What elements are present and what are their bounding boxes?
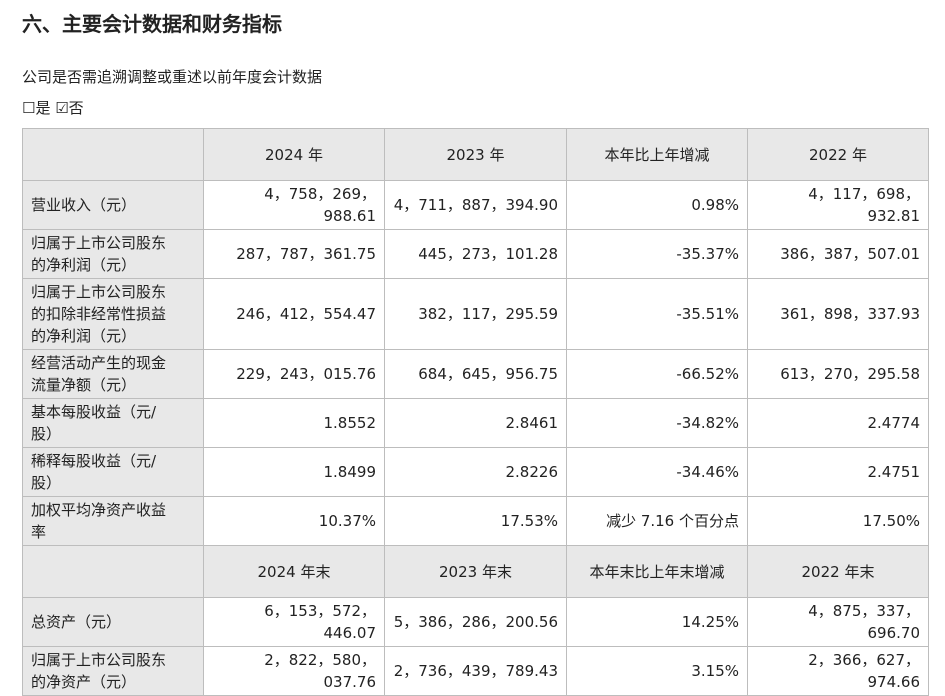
cell-value: 6，153，572，446.07 <box>203 597 385 647</box>
cell-value: 445，273，101.28 <box>384 229 567 279</box>
cell-value: 1.8499 <box>203 447 385 497</box>
cell-value: 3.15% <box>566 646 748 696</box>
row-label: 加权平均净资产收益率 <box>22 496 204 546</box>
cell-value: 17.50% <box>747 496 929 546</box>
cell-value: 361，898，337.93 <box>747 278 929 350</box>
row-label: 稀释每股收益（元/股） <box>22 447 204 497</box>
cell-value: 14.25% <box>566 597 748 647</box>
cell-value: 382，117，295.59 <box>384 278 567 350</box>
column-header: 2023 年末 <box>384 545 567 598</box>
cell-value: 246，412，554.47 <box>203 278 385 350</box>
row-label: 归属于上市公司股东的净利润（元） <box>22 229 204 279</box>
data-row: 归属于上市公司股东的净利润（元） 287，787，361.75 445，273，10… <box>22 229 929 279</box>
corner-cell <box>22 128 204 181</box>
cell-value: 1.8552 <box>203 398 385 448</box>
data-row: 归属于上市公司股东的净资产（元） 2，822，580，037.76 2，736，43… <box>22 646 929 696</box>
cell-value: -34.82% <box>566 398 748 448</box>
option-yes: ☐是 <box>22 99 51 117</box>
data-row: 稀释每股收益（元/股） 1.8499 2.8226 -34.46% 2.4751 <box>22 447 929 497</box>
column-header: 2022 年末 <box>747 545 929 598</box>
table-body: 2024 年 2023 年本年比上年增减 2022 年营业收入（元） 4，758，26… <box>22 128 929 696</box>
row-label: 经营活动产生的现金流量净额（元） <box>22 349 204 399</box>
row-label: 基本每股收益（元/股） <box>22 398 204 448</box>
cell-value: 684，645，956.75 <box>384 349 567 399</box>
cell-value: 4，875，337，696.70 <box>747 597 929 647</box>
cell-value: 287，787，361.75 <box>203 229 385 279</box>
cell-value: 386，387，507.01 <box>747 229 929 279</box>
column-header: 2024 年 <box>203 128 385 181</box>
cell-value: 2，736，439，789.43 <box>384 646 567 696</box>
cell-value: 4，117，698，932.81 <box>747 180 929 230</box>
data-row: 营业收入（元） 4，758，269，988.61 4，711，887，394.90 0… <box>22 180 929 230</box>
cell-value: 4，711，887，394.90 <box>384 180 567 230</box>
cell-value: 229，243，015.76 <box>203 349 385 399</box>
header-row: 2024 年 2023 年本年比上年增减 2022 年 <box>22 128 929 181</box>
row-label: 归属于上市公司股东的净资产（元） <box>22 646 204 696</box>
data-row: 归属于上市公司股东的扣除非经常性损益的净利润（元） 246，412，554.47 3… <box>22 278 929 350</box>
cell-value: -35.51% <box>566 278 748 350</box>
column-header: 本年比上年增减 <box>566 128 748 181</box>
header-row: 2024 年末 2023 年末 本年末比上年末增减 2022 年末 <box>22 545 929 598</box>
cell-value: 2，822，580，037.76 <box>203 646 385 696</box>
row-label: 归属于上市公司股东的扣除非经常性损益的净利润（元） <box>22 278 204 350</box>
cell-value: 17.53% <box>384 496 567 546</box>
data-row: 加权平均净资产收益率 10.37% 17.53% 减少 7.16 个百分点 17.50% <box>22 496 929 546</box>
cell-value: 2.4751 <box>747 447 929 497</box>
data-row: 总资产（元） 6，153，572，446.07 5，386，286，200.56 14… <box>22 597 929 647</box>
cell-value: -34.46% <box>566 447 748 497</box>
cell-value: 2.4774 <box>747 398 929 448</box>
data-table: 2024 年 2023 年本年比上年增减 2022 年营业收入（元） 4，758，26… <box>22 128 929 696</box>
cell-value: 0.98% <box>566 180 748 230</box>
option-no: ☑否 <box>55 99 84 117</box>
cell-value: 613，270，295.58 <box>747 349 929 399</box>
options: ☐是 ☑否 <box>22 97 84 118</box>
row-label: 营业收入（元） <box>22 180 204 230</box>
column-header: 本年末比上年末增减 <box>566 545 748 598</box>
row-label: 总资产（元） <box>22 597 204 647</box>
question: 公司是否需追溯调整或重述以前年度会计数据 <box>22 68 323 86</box>
cell-value: 10.37% <box>203 496 385 546</box>
cell-value: 4，758，269，988.61 <box>203 180 385 230</box>
cell-value: 2.8226 <box>384 447 567 497</box>
cell-value: 5，386，286，200.56 <box>384 597 567 647</box>
corner-cell <box>22 545 204 598</box>
section-title: 六、主要会计数据和财务指标 <box>22 12 282 36</box>
cell-value: 减少 7.16 个百分点 <box>566 496 748 546</box>
column-header: 2023 年 <box>384 128 567 181</box>
data-row: 基本每股收益（元/股） 1.8552 2.8461 -34.82% 2.4774 <box>22 398 929 448</box>
column-header: 2024 年末 <box>203 545 385 598</box>
cell-value: -66.52% <box>566 349 748 399</box>
cell-value: 2.8461 <box>384 398 567 448</box>
data-row: 经营活动产生的现金流量净额（元） 229，243，015.76 684，645，95… <box>22 349 929 399</box>
cell-value: -35.37% <box>566 229 748 279</box>
column-header: 2022 年 <box>747 128 929 181</box>
cell-value: 2，366，627，974.66 <box>747 646 929 696</box>
